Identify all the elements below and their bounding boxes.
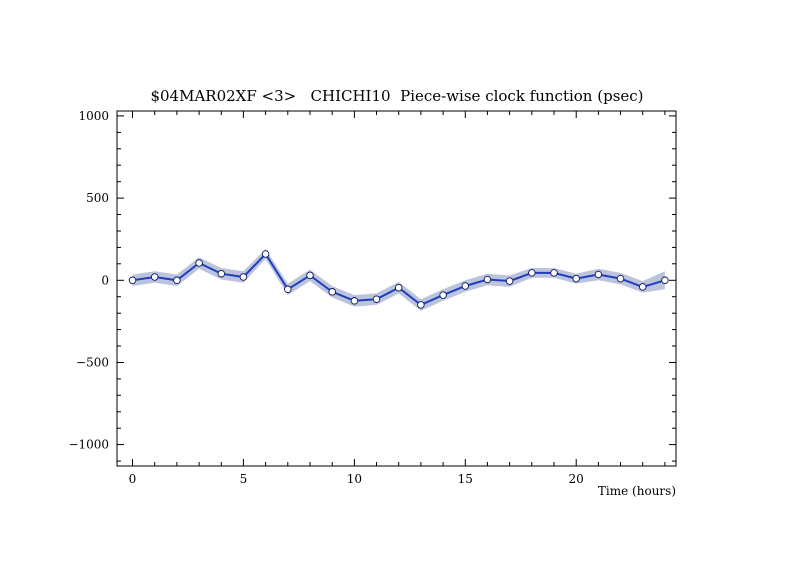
data-point xyxy=(594,270,603,279)
data-point xyxy=(439,291,447,299)
data-point xyxy=(528,269,536,277)
plot-frame xyxy=(116,110,677,467)
data-point xyxy=(306,271,314,280)
data-point xyxy=(217,269,226,278)
y-tick-label: −500 xyxy=(76,356,109,370)
x-tick-label: 5 xyxy=(240,472,248,486)
x-axis-label: Time (hours) xyxy=(598,484,676,498)
x-tick-label-layer: 0 5 10 15 20 xyxy=(129,472,584,486)
data-point xyxy=(128,276,137,285)
y-tick-label: −1000 xyxy=(68,438,109,452)
y-tick-label-layer: 1000 500 0 −500 −1000 xyxy=(68,109,109,452)
uncertainty-band xyxy=(132,249,665,311)
data-point xyxy=(150,273,159,281)
data-point xyxy=(284,285,292,294)
data-point xyxy=(638,283,647,291)
data-point xyxy=(394,283,403,292)
y-tick-label: 500 xyxy=(86,191,109,205)
data-point xyxy=(550,269,558,277)
y-tick-label: 0 xyxy=(101,273,109,287)
x-tick-label: 20 xyxy=(569,472,584,486)
data-point xyxy=(417,301,425,309)
data-point xyxy=(505,277,514,285)
uncertainty-band-layer xyxy=(132,249,665,311)
axis-tick-layer xyxy=(117,111,676,466)
chart-title: $04MAR02XF <3> CHICHI10 Piece-wise clock… xyxy=(150,87,643,105)
x-tick-label: 15 xyxy=(458,472,473,486)
data-point xyxy=(261,250,270,258)
data-point xyxy=(372,295,381,303)
data-point xyxy=(661,276,669,285)
data-point xyxy=(572,274,580,283)
data-point xyxy=(195,259,203,267)
y-tick-label: 1000 xyxy=(78,109,109,123)
data-point xyxy=(350,297,359,305)
x-tick-label: 0 xyxy=(129,472,137,486)
data-point xyxy=(239,273,248,281)
data-point xyxy=(173,276,181,285)
data-point xyxy=(461,282,470,290)
data-point xyxy=(483,275,492,284)
data-point-layer xyxy=(128,250,669,309)
data-point xyxy=(328,288,336,296)
data-point xyxy=(616,274,625,283)
x-tick-label: 10 xyxy=(347,472,362,486)
